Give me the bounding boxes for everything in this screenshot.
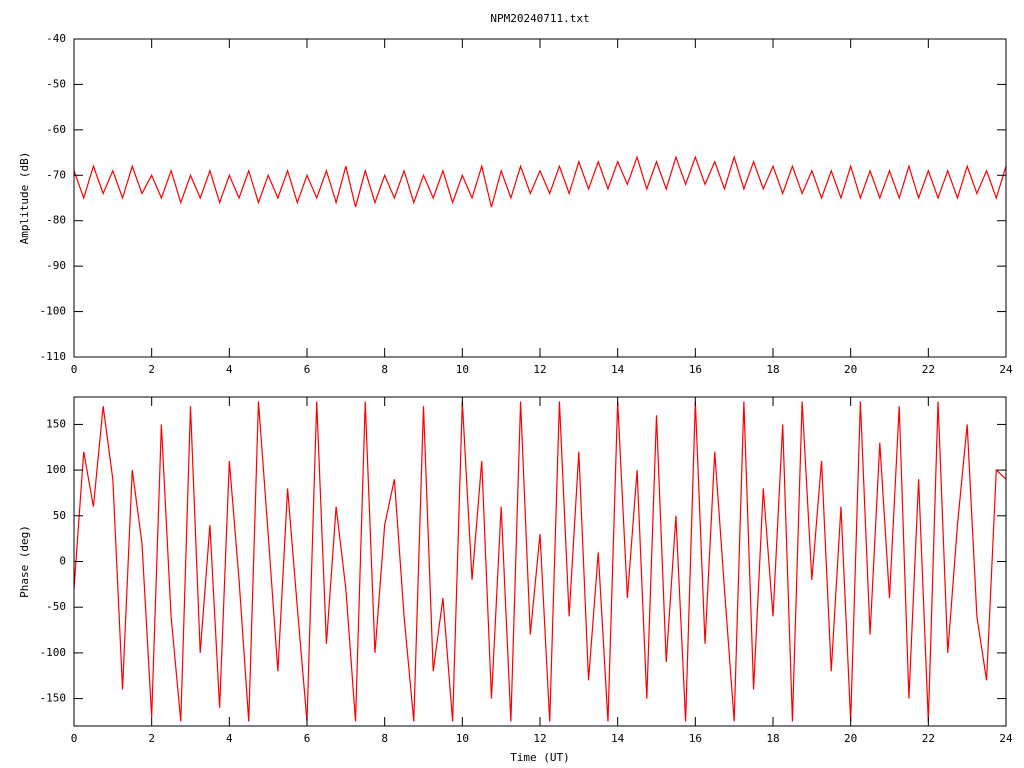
y-tick-label: -50 [46,600,66,613]
y-axis-label: Amplitude (dB) [18,152,31,245]
data-line [74,155,1006,208]
plot-frame [73,396,1007,727]
x-tick-label: 16 [689,363,702,376]
y-tick-label: -100 [40,646,67,659]
x-tick-label: 4 [226,732,233,745]
y-tick-label: -60 [46,123,66,136]
x-tick-label: 4 [226,363,233,376]
x-tick-label: 24 [999,363,1013,376]
x-tick-label: 14 [611,363,625,376]
x-tick-label: 0 [71,732,78,745]
y-tick-label: 0 [59,555,66,568]
x-tick-label: 12 [533,732,546,745]
x-tick-label: 8 [381,363,388,376]
x-tick-label: 2 [148,363,155,376]
y-tick-label: -40 [46,32,66,45]
x-tick-label: 14 [611,732,625,745]
x-tick-label: 20 [844,732,857,745]
y-axis-label: Phase (deg) [18,525,31,598]
x-tick-label: 18 [766,732,779,745]
x-tick-label: 22 [922,732,935,745]
x-tick-label: 6 [304,363,311,376]
x-tick-label: 2 [148,732,155,745]
x-axis-label: Time (UT) [510,751,570,764]
y-tick-label: 50 [53,509,66,522]
x-tick-label: 10 [456,732,469,745]
y-tick-label: 150 [46,417,66,430]
x-tick-label: 0 [71,363,78,376]
x-tick-label: 24 [999,732,1013,745]
y-tick-label: -110 [40,350,67,363]
plot-frame [73,38,1007,358]
x-tick-label: 8 [381,732,388,745]
x-tick-label: 18 [766,363,779,376]
y-tick-label: -150 [40,692,67,705]
x-tick-label: 22 [922,363,935,376]
y-tick-label: -50 [46,77,66,90]
x-tick-label: 10 [456,363,469,376]
x-tick-label: 20 [844,363,857,376]
chart-title: NPM20240711.txt [490,12,589,25]
y-tick-label: -90 [46,259,66,272]
x-tick-label: 6 [304,732,311,745]
x-tick-label: 16 [689,732,702,745]
y-tick-label: -100 [40,305,67,318]
y-tick-label: -70 [46,168,66,181]
y-tick-label: -80 [46,214,66,227]
y-tick-label: 100 [46,463,66,476]
x-tick-label: 12 [533,363,546,376]
data-line [74,401,1006,722]
